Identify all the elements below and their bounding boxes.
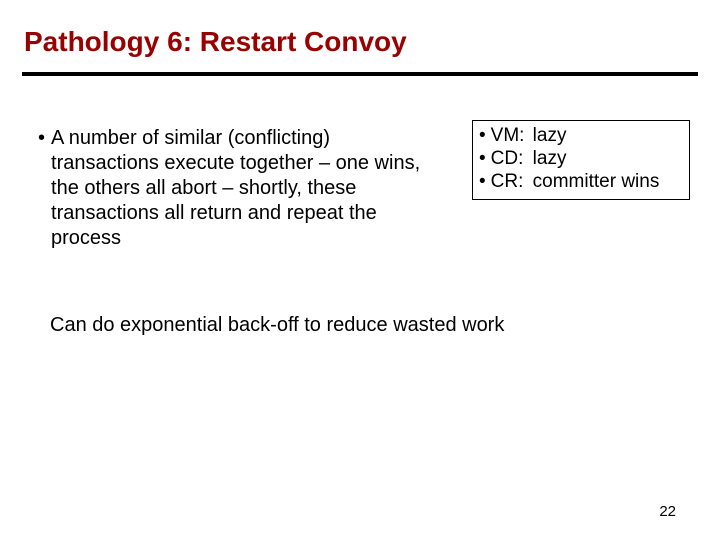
- side-item-cd: • CD: lazy: [479, 148, 683, 171]
- side-label: CD:: [491, 148, 533, 171]
- bullet-marker: •: [479, 171, 491, 194]
- lower-text: Can do exponential back-off to reduce wa…: [50, 314, 670, 337]
- bullet-row: • A number of similar (conflicting) tran…: [38, 126, 428, 251]
- side-label: CR:: [491, 171, 533, 194]
- side-item-cr: • CR: committer wins: [479, 171, 683, 194]
- side-label: VM:: [491, 125, 533, 148]
- page-number: 22: [659, 503, 676, 520]
- bullet-marker: •: [479, 148, 491, 171]
- side-box: • VM: lazy • CD: lazy • CR: committer wi…: [472, 120, 690, 200]
- bullet-marker: •: [38, 126, 51, 251]
- slide: Pathology 6: Restart Convoy • A number o…: [0, 0, 720, 540]
- slide-title: Pathology 6: Restart Convoy: [24, 26, 407, 58]
- main-bullet: • A number of similar (conflicting) tran…: [38, 126, 428, 251]
- side-value: lazy: [533, 148, 683, 171]
- title-divider: [22, 72, 698, 76]
- side-value: committer wins: [533, 171, 683, 194]
- side-item-vm: • VM: lazy: [479, 125, 683, 148]
- bullet-text: A number of similar (conflicting) transa…: [51, 126, 428, 251]
- side-value: lazy: [533, 125, 683, 148]
- bullet-marker: •: [479, 125, 491, 148]
